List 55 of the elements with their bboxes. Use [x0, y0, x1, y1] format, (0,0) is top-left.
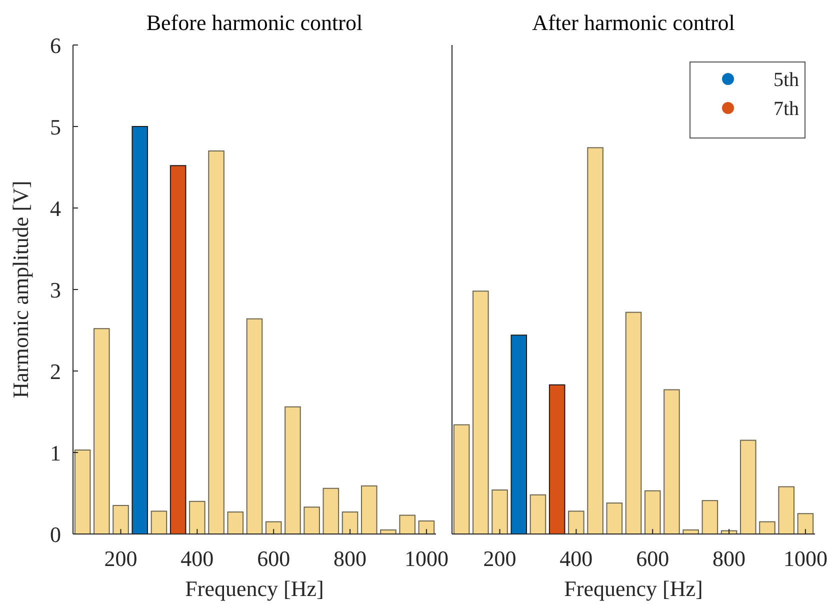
y-tick-label: 3	[50, 278, 61, 302]
x-tick-label: 200	[483, 546, 516, 571]
bar	[112, 504, 129, 534]
x-tick-label: 800	[712, 546, 746, 571]
bar	[360, 485, 378, 534]
x-tick-label: 400	[180, 546, 214, 571]
chart-title: Before harmonic control	[146, 10, 363, 35]
bar	[246, 318, 263, 534]
bar	[778, 486, 794, 534]
y-tick-label: 4	[50, 196, 61, 221]
x-tick-label: 1000	[404, 546, 448, 571]
bar	[530, 494, 546, 534]
bar	[644, 490, 661, 534]
bar	[664, 389, 680, 534]
bar	[606, 502, 623, 534]
bar	[208, 150, 224, 534]
bar	[625, 312, 642, 534]
bar	[492, 489, 508, 534]
y-tick-label: 6	[50, 33, 61, 58]
x-tick-label: 600	[636, 546, 670, 571]
chart-title: After harmonic control	[532, 10, 735, 35]
bar	[94, 328, 110, 534]
bar	[759, 521, 776, 534]
x-tick-label: 1000	[783, 546, 828, 571]
x-tick-label: 200	[104, 546, 138, 571]
bar	[740, 440, 756, 534]
bar	[227, 511, 244, 534]
bar	[453, 424, 470, 534]
y-tick-label: 1	[50, 440, 61, 466]
bar	[322, 488, 340, 534]
bar	[702, 500, 718, 534]
legend-label: 5th	[773, 69, 799, 91]
x-axis-title: Frequency [Hz]	[185, 576, 324, 601]
y-tick-label: 5	[50, 114, 61, 140]
bar	[189, 500, 206, 534]
bar	[399, 514, 416, 534]
x-axis-title: Frequency [Hz]	[564, 576, 703, 601]
bar	[74, 450, 91, 534]
bar	[418, 520, 435, 534]
legend-label: 7th	[773, 98, 799, 120]
x-tick-label: 800	[334, 546, 367, 571]
bar	[797, 513, 814, 534]
x-tick-label: 600	[257, 546, 290, 571]
x-tick-label: 400	[560, 546, 593, 571]
bar	[284, 406, 301, 534]
bar	[150, 510, 168, 534]
bar	[265, 521, 282, 534]
y-tick-label: 2	[50, 359, 61, 384]
bar	[472, 290, 489, 534]
bar	[342, 511, 358, 534]
bar	[587, 147, 604, 534]
bar	[568, 510, 584, 534]
bar	[304, 506, 320, 534]
y-tick-label: 0	[50, 522, 61, 547]
y-axis-title: Harmonic amplitude [V]	[8, 180, 33, 398]
